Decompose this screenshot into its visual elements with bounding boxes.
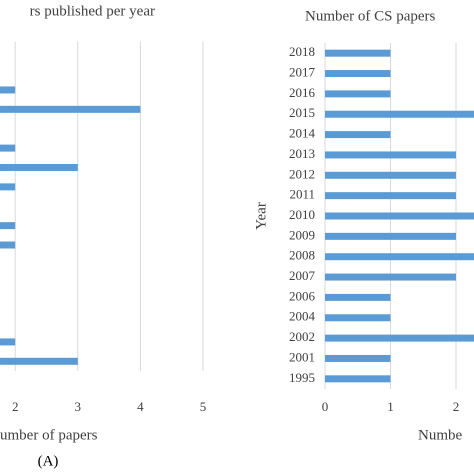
- bar: [0, 338, 16, 346]
- bar: [0, 144, 16, 152]
- bar: [325, 151, 456, 159]
- chart-title: rs published per year: [30, 3, 155, 19]
- bar: [325, 314, 391, 322]
- bar: [0, 241, 16, 249]
- x-tick-label: 2: [12, 399, 19, 414]
- bar: [0, 163, 78, 171]
- y-tick-label: 2012: [289, 166, 315, 181]
- y-tick-label: 2011: [289, 187, 315, 202]
- x-tick-label: 0: [322, 399, 329, 414]
- y-tick-label: 2001: [289, 349, 315, 364]
- y-tick-label: 2004: [289, 309, 316, 324]
- y-tick-label: 2009: [289, 227, 315, 242]
- bar: [0, 105, 141, 113]
- x-axis-label: Numbe: [418, 427, 463, 443]
- caption: (A): [38, 453, 59, 469]
- y-tick-label: 2006: [289, 288, 316, 303]
- y-tick-label: 2010: [289, 207, 315, 222]
- bar: [325, 70, 391, 78]
- x-tick-label: 2: [453, 399, 460, 414]
- bar: [325, 212, 474, 220]
- bar: [325, 110, 474, 118]
- y-tick-label: 2008: [289, 248, 315, 263]
- bar: [325, 334, 474, 342]
- bar: [325, 232, 456, 240]
- bar: [325, 131, 391, 139]
- bar: [325, 253, 474, 261]
- x-tick-label: 3: [75, 399, 82, 414]
- y-tick-label: 2016: [289, 85, 316, 100]
- x-tick-label: 5: [200, 399, 207, 414]
- y-tick-label: 2014: [289, 126, 316, 141]
- y-tick-label: 2007: [289, 268, 316, 283]
- bar: [325, 354, 391, 362]
- y-tick-label: 2018: [289, 44, 315, 59]
- bar: [0, 86, 16, 94]
- y-axis-label: Year: [253, 202, 269, 230]
- bar: [0, 357, 78, 365]
- bar: [325, 90, 391, 98]
- y-tick-label: 2002: [289, 329, 315, 344]
- bar: [325, 49, 391, 57]
- y-tick-label: 2015: [289, 105, 315, 120]
- bar: [325, 293, 391, 301]
- x-tick-label: 1: [387, 399, 394, 414]
- y-tick-label: 1995: [289, 370, 315, 385]
- x-axis-label: umber of papers: [0, 427, 98, 443]
- x-tick-label: 4: [137, 399, 144, 414]
- bar: [0, 183, 16, 191]
- bar: [325, 375, 391, 383]
- y-tick-label: 2013: [289, 146, 315, 161]
- y-tick-label: 2017: [289, 65, 316, 80]
- bar: [325, 171, 456, 179]
- bar: [325, 192, 456, 200]
- bar: [0, 222, 16, 230]
- chart-title: Number of CS papers: [305, 8, 436, 24]
- bar: [325, 273, 456, 281]
